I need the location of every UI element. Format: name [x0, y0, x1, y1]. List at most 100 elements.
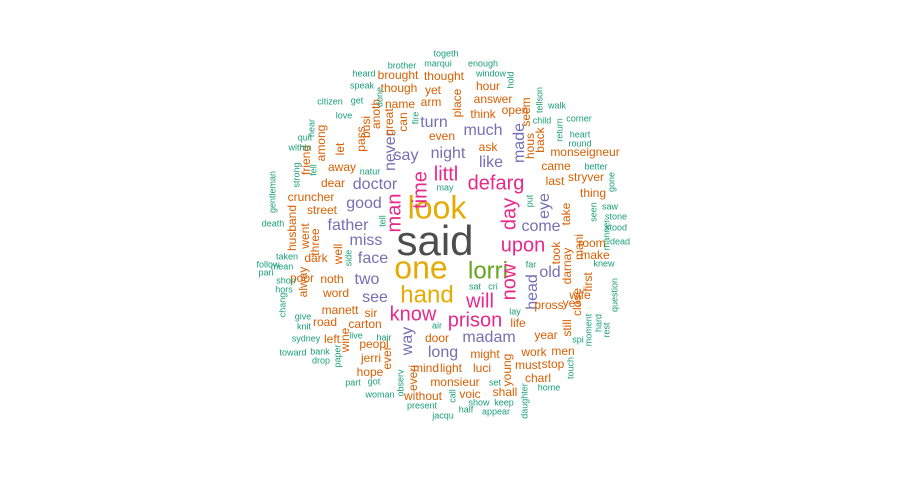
word-air: air	[432, 320, 442, 330]
word-heard: heard	[352, 68, 375, 78]
word-manett: manett	[322, 303, 359, 317]
word-day: day	[498, 198, 520, 230]
word-prison: prison	[448, 309, 502, 331]
word-darnay: darnay	[560, 248, 574, 285]
word-part: part	[345, 377, 361, 387]
word-light: light	[440, 361, 463, 375]
word-pass: pass	[354, 126, 368, 151]
word-first: first	[581, 272, 595, 292]
word-came: came	[541, 159, 571, 173]
word-two: two	[355, 271, 380, 288]
word-make: make	[580, 248, 610, 262]
word-took: took	[549, 241, 563, 265]
word-left: left	[324, 332, 341, 346]
word-corner: corner	[566, 113, 592, 123]
word-stop: stop	[542, 357, 565, 371]
word-put: put	[524, 194, 534, 207]
word-ever: ever	[380, 346, 394, 369]
word-hold: hold	[505, 71, 515, 88]
word-think: think	[470, 107, 496, 121]
word-everi: everi	[406, 365, 420, 391]
word-men: men	[551, 344, 574, 358]
word-togeth: togeth	[433, 48, 458, 58]
word-place: place	[450, 88, 464, 117]
word-death: death	[262, 218, 285, 228]
word-sir: sir	[365, 306, 378, 320]
word-shall: shall	[493, 385, 518, 399]
word-marqui: marqui	[424, 58, 452, 68]
word-bank: bank	[310, 346, 330, 356]
word-half: half	[459, 404, 474, 414]
word-back: back	[533, 126, 547, 152]
word-look: look	[408, 189, 468, 225]
word-hour: hour	[476, 79, 500, 93]
word-within: within	[287, 142, 311, 152]
word-got: got	[368, 376, 381, 386]
word-turn: turn	[420, 114, 448, 131]
word-yes: yes	[563, 296, 582, 310]
word-luci: luci	[473, 361, 491, 375]
word-speak: speak	[350, 80, 375, 90]
word-made: made	[511, 123, 528, 163]
word-stood: stood	[605, 222, 627, 232]
word-long: long	[428, 344, 458, 361]
word-thought: thought	[424, 69, 465, 83]
word-ask: ask	[479, 140, 499, 154]
word-give: give	[295, 311, 312, 321]
word-fire: fire	[410, 112, 420, 125]
word-cruncher: cruncher	[288, 190, 335, 204]
word-answer: answer	[474, 92, 513, 106]
word-rest: rest	[601, 322, 611, 338]
word-noth: noth	[320, 272, 343, 286]
word-busi: busi	[359, 116, 373, 138]
word-night: night	[431, 145, 466, 162]
word-alway: alway	[296, 267, 310, 298]
word-daughter: daughter	[519, 383, 529, 419]
word-better: better	[584, 161, 607, 171]
word-doctor: doctor	[353, 176, 398, 193]
word-carton: carton	[348, 317, 381, 331]
word-lorri: lorri	[468, 257, 508, 284]
word-let: let	[333, 142, 347, 155]
word-citizen: citizen	[317, 96, 343, 106]
word-peopl: peopl	[359, 337, 388, 351]
word-man: man	[383, 194, 405, 233]
word-see: see	[362, 289, 388, 306]
word-child: child	[533, 115, 552, 125]
word-might: might	[470, 347, 500, 361]
word-door: door	[425, 331, 449, 345]
word-word: word	[322, 286, 349, 300]
word-street: street	[307, 203, 338, 217]
word-anoth: anoth	[369, 99, 383, 129]
word-time: time	[409, 171, 431, 209]
word-went: went	[298, 223, 312, 250]
word-voic: voic	[459, 387, 480, 401]
word-good: good	[346, 195, 382, 212]
word-monsieur: monsieur	[430, 375, 479, 389]
word-quit: quit	[298, 132, 313, 142]
word-say: say	[394, 147, 419, 164]
word-father: father	[328, 217, 370, 234]
word-even: even	[429, 129, 455, 143]
word-live: live	[349, 330, 363, 340]
word-one: one	[394, 249, 447, 285]
word-poor: poor	[290, 271, 314, 285]
word-away: away	[328, 160, 356, 174]
word-way: way	[399, 327, 416, 356]
word-mind: mind	[413, 361, 439, 375]
word-saw: saw	[602, 201, 619, 211]
word-spi: spi	[572, 334, 584, 344]
word-thing: thing	[580, 186, 606, 200]
word-walk: walk	[547, 100, 567, 110]
word-wine: wine	[338, 327, 352, 353]
word-hard: hard	[593, 314, 603, 332]
word-sydney: sydney	[292, 333, 321, 343]
word-last: last	[546, 174, 565, 188]
word-observ: observ	[395, 369, 405, 397]
word-may: may	[436, 182, 454, 192]
word-said: said	[396, 217, 473, 264]
word-wife: wife	[568, 288, 591, 302]
word-hors: hors	[275, 284, 293, 294]
word-present: present	[407, 400, 438, 410]
